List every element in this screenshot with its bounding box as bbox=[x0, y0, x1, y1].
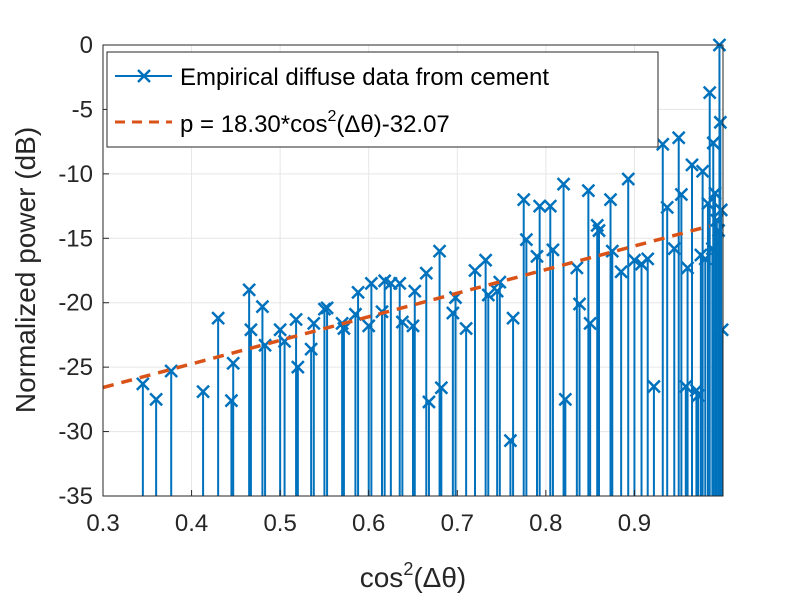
stem-marker bbox=[713, 115, 728, 130]
stem-marker bbox=[434, 380, 449, 395]
stem-marker bbox=[164, 364, 179, 378]
stem-marker bbox=[422, 395, 436, 409]
stem-marker bbox=[226, 356, 241, 371]
x-tick-label: 0.3 bbox=[86, 510, 119, 537]
stem-marker bbox=[572, 297, 587, 311]
x-axis-label: cos2(Δθ) bbox=[360, 559, 467, 593]
stem-marker bbox=[701, 196, 715, 211]
y-tick-label: -15 bbox=[58, 225, 93, 252]
fit-line-series bbox=[102, 224, 711, 390]
x-tick-label: 0.9 bbox=[618, 510, 651, 537]
y-tick-label: -10 bbox=[58, 161, 93, 188]
stem-marker bbox=[678, 379, 693, 394]
stem-marker bbox=[244, 322, 258, 337]
stem-marker bbox=[627, 253, 642, 268]
legend-label-fit: p = 18.30*cos2(Δθ)-32.07 bbox=[180, 108, 450, 138]
stem-marker bbox=[603, 192, 618, 207]
stem-marker bbox=[671, 130, 686, 145]
stem-marker bbox=[459, 321, 474, 336]
y-tick-label: -25 bbox=[58, 354, 93, 381]
stem-marker bbox=[289, 312, 303, 327]
stem-marker bbox=[419, 266, 434, 280]
stem-marker bbox=[647, 379, 661, 394]
stem-marker bbox=[674, 187, 689, 202]
stem-marker bbox=[592, 223, 606, 238]
legend: Empirical diffuse data from cement p = 1… bbox=[106, 51, 659, 148]
stem-marker bbox=[519, 232, 534, 247]
stem-marker bbox=[407, 284, 422, 299]
legend-label-empirical: Empirical diffuse data from cement bbox=[180, 64, 549, 91]
stem-marker bbox=[583, 316, 598, 331]
stem-marker bbox=[685, 157, 699, 172]
stem-marker bbox=[605, 244, 620, 259]
stem-series bbox=[135, 38, 729, 496]
stem-marker bbox=[714, 203, 729, 217]
stem-marker bbox=[348, 307, 363, 322]
stem-marker bbox=[273, 322, 288, 337]
stem-marker bbox=[660, 200, 675, 215]
stem-marker bbox=[258, 338, 272, 353]
stem-marker bbox=[392, 276, 407, 291]
y-tick-label: -5 bbox=[72, 96, 93, 123]
stem-marker bbox=[351, 285, 365, 300]
stem-marker bbox=[337, 321, 351, 336]
stem-marker bbox=[640, 252, 655, 266]
stem-marker bbox=[506, 311, 520, 326]
stem-marker bbox=[149, 392, 164, 407]
x-axis-ticks: 0.3 0.4 0.5 0.6 0.7 0.8 0.9 bbox=[86, 490, 651, 537]
y-axis-label: Normalized power (dB) bbox=[10, 127, 41, 413]
stem-marker bbox=[695, 164, 710, 179]
stem-marker bbox=[364, 276, 379, 291]
stem-marker bbox=[532, 199, 547, 213]
stem-marker bbox=[196, 384, 210, 399]
stem-marker bbox=[655, 137, 670, 152]
stem-marker bbox=[492, 275, 507, 289]
stem-marker bbox=[478, 253, 493, 268]
stem-marker bbox=[290, 360, 305, 375]
stem-marker bbox=[395, 315, 410, 329]
stem-marker bbox=[211, 311, 226, 326]
stem-marker bbox=[306, 316, 321, 331]
stem-marker bbox=[406, 319, 420, 333]
legend-box bbox=[106, 51, 659, 148]
stem-marker bbox=[242, 282, 257, 297]
stem-marker bbox=[706, 136, 721, 150]
stem-marker bbox=[432, 244, 447, 259]
stem-marker bbox=[702, 85, 717, 100]
fit-line bbox=[102, 224, 711, 390]
stem-marker bbox=[320, 300, 334, 315]
stem-marker bbox=[304, 342, 319, 356]
stem-marker bbox=[581, 183, 596, 198]
y-axis-ticks: 0 -5 -10 -15 -20 -25 -30 -35 bbox=[58, 32, 109, 510]
stem-marker bbox=[530, 249, 544, 264]
stem-marker bbox=[468, 263, 482, 278]
stem-marker bbox=[558, 392, 573, 407]
x-tick-label: 0.6 bbox=[352, 510, 385, 537]
y-tick-label: -35 bbox=[58, 483, 93, 510]
y-tick-label: -30 bbox=[58, 419, 93, 446]
stem-marker bbox=[503, 433, 518, 448]
x-tick-label: 0.7 bbox=[441, 510, 474, 537]
stem-marker bbox=[614, 264, 629, 279]
y-tick-label: -20 bbox=[58, 290, 93, 317]
x-tick-label: 0.8 bbox=[529, 510, 562, 537]
stem-marker bbox=[546, 242, 560, 257]
axes-box bbox=[102, 44, 724, 497]
stem-marker bbox=[224, 393, 239, 408]
legend-marker-x bbox=[137, 69, 151, 83]
stem-marker bbox=[481, 288, 496, 302]
stem-marker bbox=[516, 192, 531, 207]
stem-marker bbox=[621, 172, 636, 186]
stem-marker bbox=[543, 199, 558, 213]
stem-marker bbox=[361, 319, 376, 333]
stem-marker bbox=[135, 377, 150, 391]
x-tick-label: 0.5 bbox=[263, 510, 296, 537]
stem-marker bbox=[445, 306, 460, 320]
x-tick-label: 0.4 bbox=[175, 510, 208, 537]
stem-marker bbox=[715, 322, 729, 337]
stem-marker bbox=[255, 299, 270, 314]
stem-marker bbox=[556, 177, 571, 192]
y-tick-label: 0 bbox=[80, 32, 93, 59]
